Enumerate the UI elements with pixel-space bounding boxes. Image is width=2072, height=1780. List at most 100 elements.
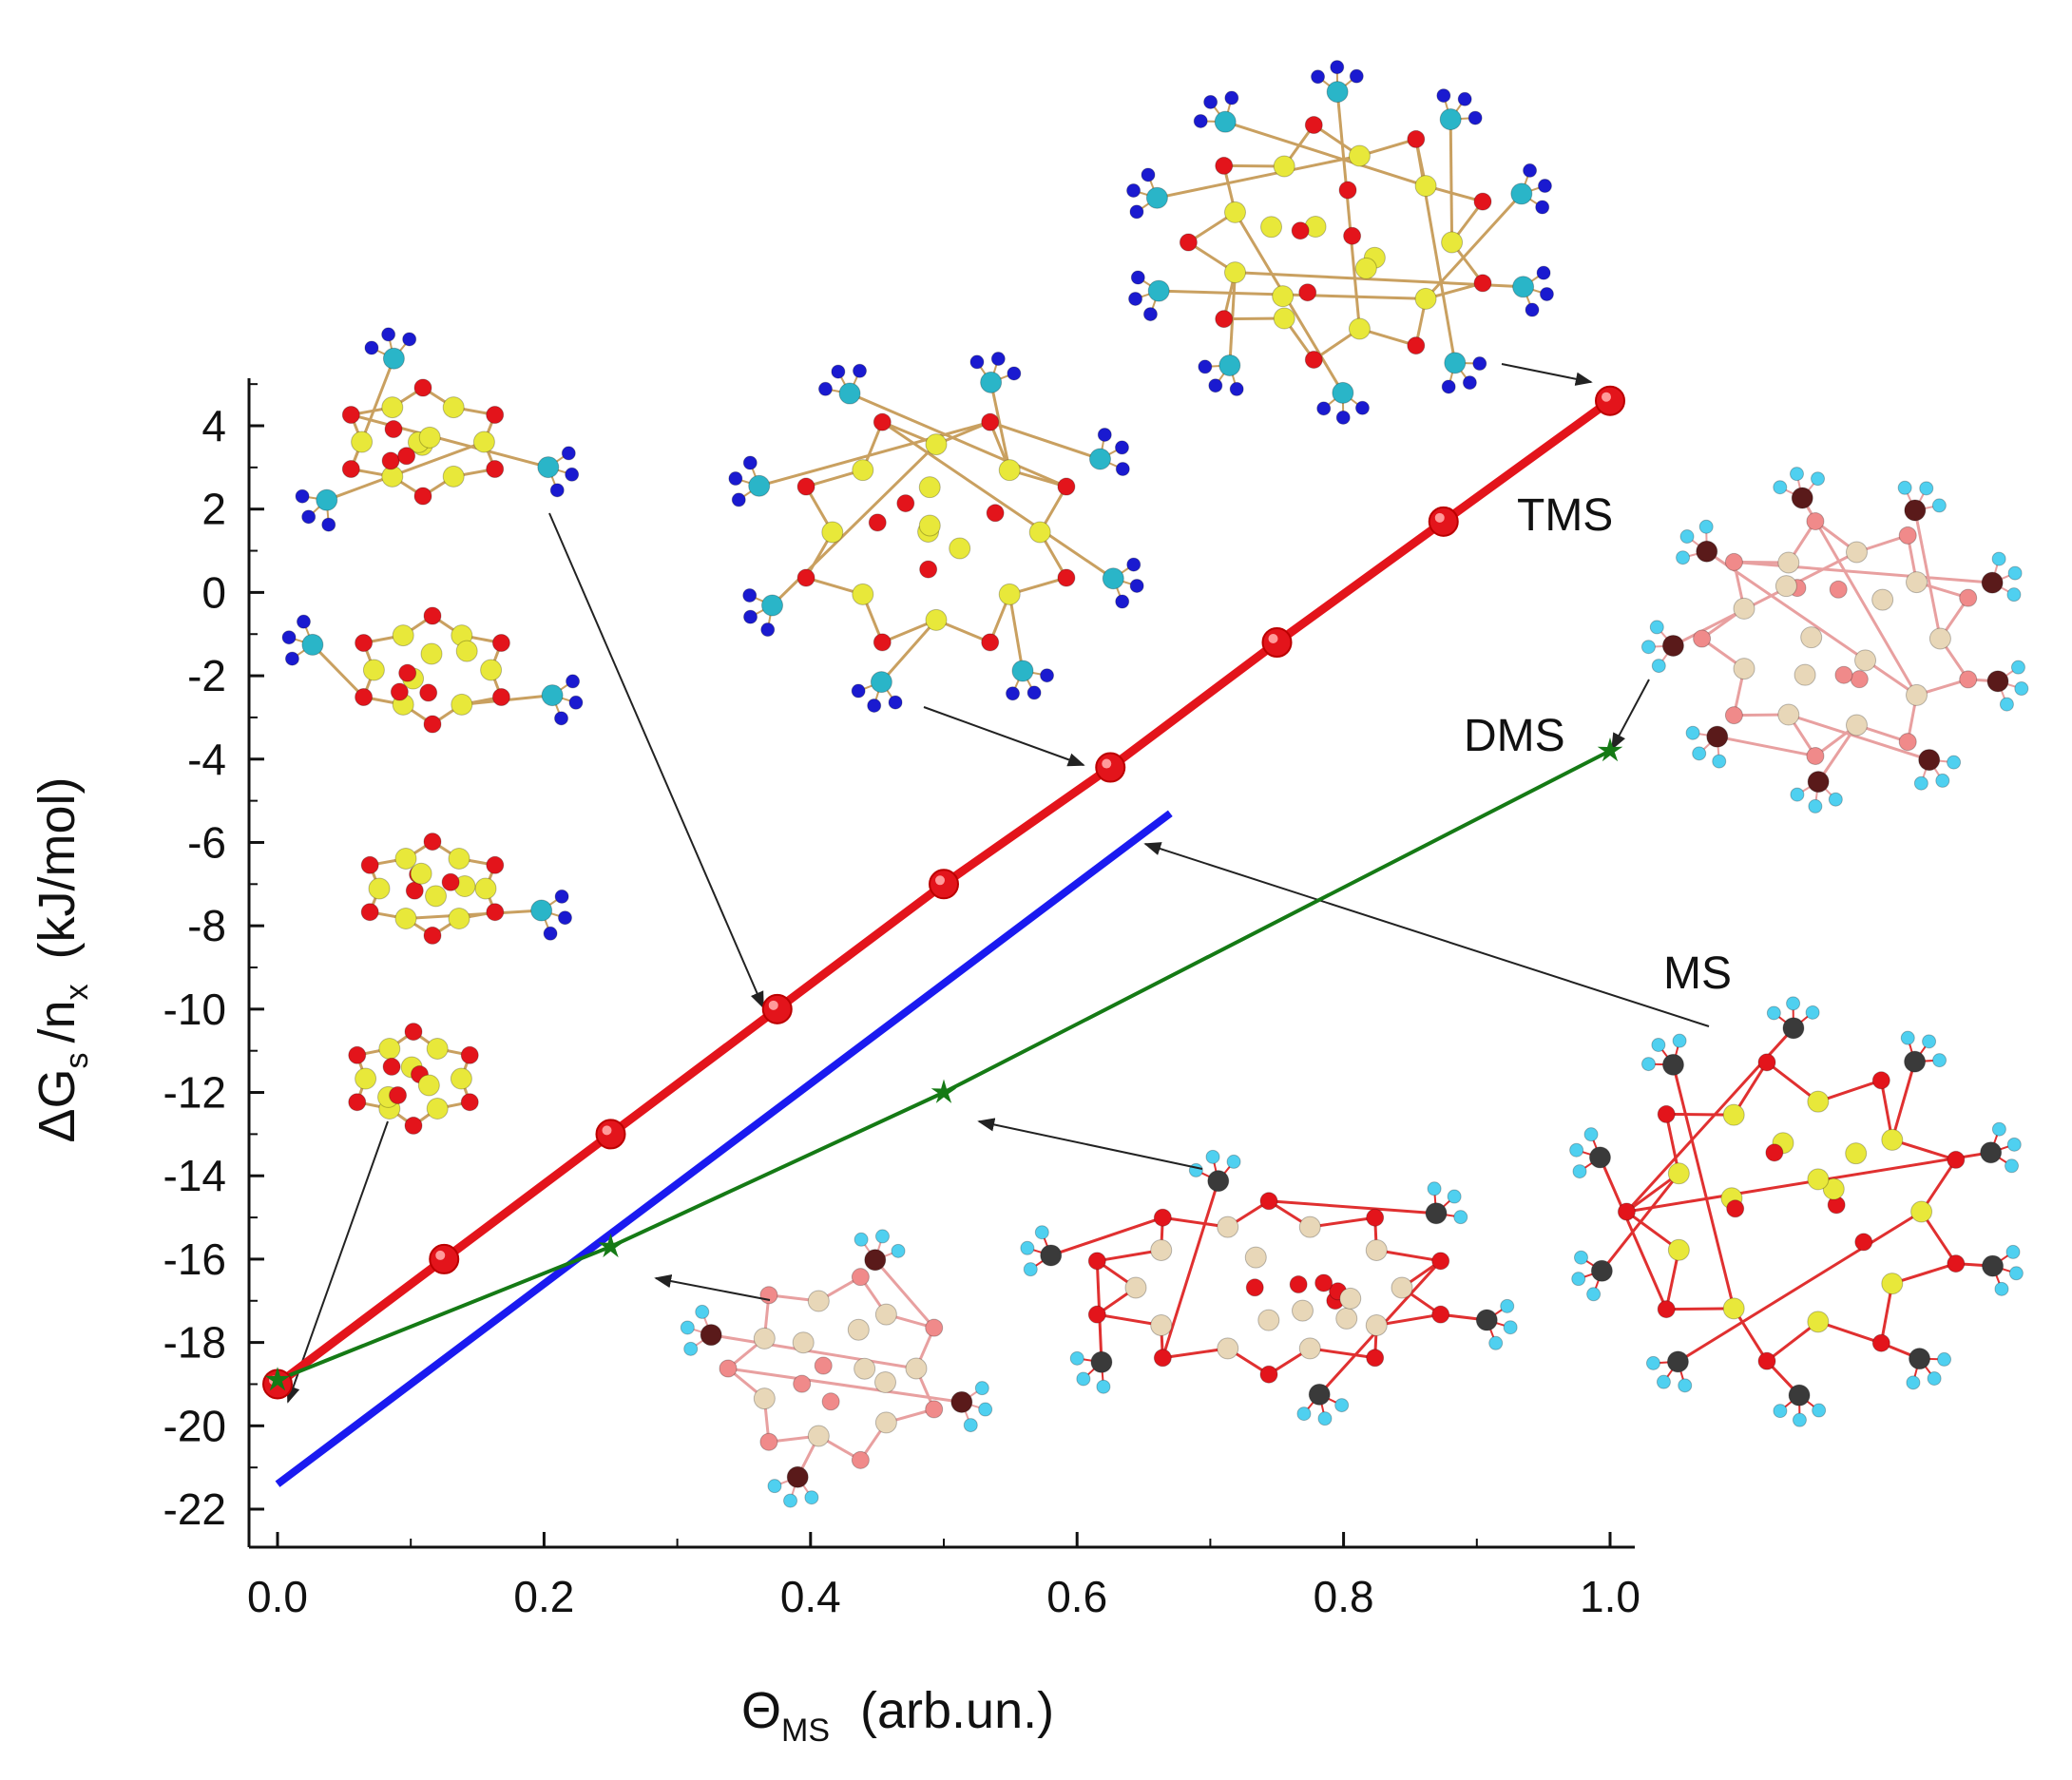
bond [882,422,1113,579]
atom-h [1504,1321,1517,1334]
atom-h [1437,89,1450,103]
atom-c [1219,354,1240,375]
atom-si [1299,1216,1320,1237]
atom-si [1855,650,1876,671]
atom-o [982,413,999,431]
arrow-to-tms-0375 [549,513,763,1007]
atom-si [1415,176,1436,197]
atom-o [1855,1234,1872,1251]
atom-si [808,1426,829,1446]
y-tick-label: 2 [201,485,226,534]
atom-c [1789,1385,1810,1406]
atom-si [1794,664,1815,685]
atom-o [1260,1366,1277,1383]
atom-o [492,689,509,706]
y-tick-label: -16 [163,1235,226,1284]
atom-h [1116,462,1129,475]
atom-o [349,1046,366,1063]
atom-h [1070,1351,1084,1365]
atom-h [1641,641,1655,654]
atom-h [1936,774,1949,787]
atom-h [1920,482,1933,495]
data-point-tms [1096,754,1124,782]
atom-o [487,856,504,873]
atom-si [393,625,413,646]
atom-o [1305,117,1322,134]
atom-h [832,365,845,378]
x-tick-label: 0.6 [1046,1572,1107,1621]
molecule-illustrations [282,61,2028,1507]
bond [1269,1201,1436,1214]
atom-h [1206,1150,1219,1163]
atom-si [419,427,440,448]
atom-si [1808,1091,1829,1112]
atom-o [1960,671,1977,688]
molecule-left-2 [282,607,583,733]
label-tms: TMS [1517,490,1613,541]
atom-o [1408,130,1425,147]
atom-h [732,493,745,507]
arrow-to-dms-1 [1612,679,1649,749]
atom-si [1907,684,1928,705]
atom-h [2007,1138,2021,1151]
atom-h [1115,441,1128,454]
atom-o [420,684,437,701]
atom-h [1194,114,1207,127]
atom-o [1835,666,1852,683]
atom-h [1317,402,1331,415]
atom-o [391,683,408,700]
atom-o [1947,1151,1965,1168]
data-point-highlight [1435,513,1445,523]
atom-c [1089,449,1110,469]
atom-h [1812,472,1825,486]
atom-o [1292,222,1309,239]
atom-c [981,372,1002,392]
x-axis-subscript: MS [781,1713,830,1749]
atom-c [538,457,559,478]
arrow-to-tms-1 [1502,364,1591,382]
atom-si [379,1038,400,1059]
atom-c [1591,1260,1612,1281]
y-tick-label: -10 [163,985,226,1034]
atom-o [1960,589,1977,606]
x-axis-unit: (arb.un.) [860,1682,1054,1739]
atom-h [743,589,757,603]
atom-o [361,904,378,921]
atom-c [1697,541,1717,562]
atom-si [1029,522,1050,543]
atom-si [875,1371,896,1392]
data-point-highlight [1602,392,1611,402]
y-axis-subscript-x: x [59,984,95,1000]
atom-o [1830,581,1847,598]
atom-h [1652,660,1665,673]
data-point-highlight [1269,634,1278,643]
atom-si [481,660,502,680]
atom-o [1758,1054,1775,1071]
atom-o [424,833,441,851]
atom-si [456,641,477,661]
atom-o [1899,526,1916,544]
atom-o [487,461,504,478]
atom-o [406,882,423,899]
atom-h [1127,558,1141,571]
atom-c [951,1391,972,1412]
atom-c [1511,183,1532,204]
atom-o [1947,1255,1965,1273]
atom-h [1677,551,1690,565]
atom-h [1297,1407,1311,1421]
data-point-highlight [935,875,945,885]
atom-si [1274,156,1295,177]
atom-h [1007,687,1020,700]
atom-h [1787,997,1800,1010]
atom-h [1938,1352,1951,1366]
atom-si [1778,552,1799,573]
atom-si [1151,1314,1172,1335]
atom-si [754,1328,775,1349]
atom-h [1318,1412,1332,1426]
atom-h [1774,481,1787,494]
arrow-to-dms-025 [656,1278,770,1300]
x-axis-title: ΘMS(arb.un.) [741,1682,1054,1749]
data-point-tms [1429,507,1458,536]
atom-h [696,1305,709,1318]
atom-h [1928,1371,1941,1385]
